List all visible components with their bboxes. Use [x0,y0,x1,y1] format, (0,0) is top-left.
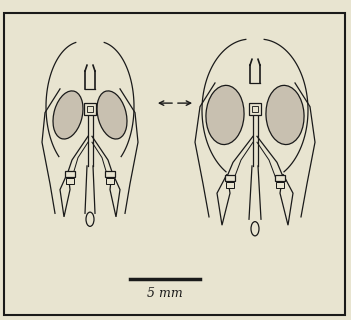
FancyBboxPatch shape [226,182,234,188]
Ellipse shape [86,212,94,226]
Ellipse shape [266,85,304,145]
FancyBboxPatch shape [225,175,235,181]
FancyBboxPatch shape [106,178,114,184]
FancyBboxPatch shape [105,171,115,177]
FancyBboxPatch shape [275,175,285,181]
FancyBboxPatch shape [249,103,261,115]
FancyBboxPatch shape [276,182,284,188]
Ellipse shape [206,85,244,145]
Ellipse shape [251,222,259,236]
FancyBboxPatch shape [65,171,75,177]
Polygon shape [217,174,230,225]
FancyBboxPatch shape [252,106,258,112]
Text: 5 mm: 5 mm [147,287,183,300]
Ellipse shape [53,91,83,139]
FancyBboxPatch shape [87,106,93,112]
FancyBboxPatch shape [66,178,74,184]
FancyBboxPatch shape [4,13,345,315]
Polygon shape [110,172,120,217]
Polygon shape [60,172,70,217]
Polygon shape [280,174,293,225]
FancyBboxPatch shape [84,103,96,115]
Ellipse shape [97,91,127,139]
